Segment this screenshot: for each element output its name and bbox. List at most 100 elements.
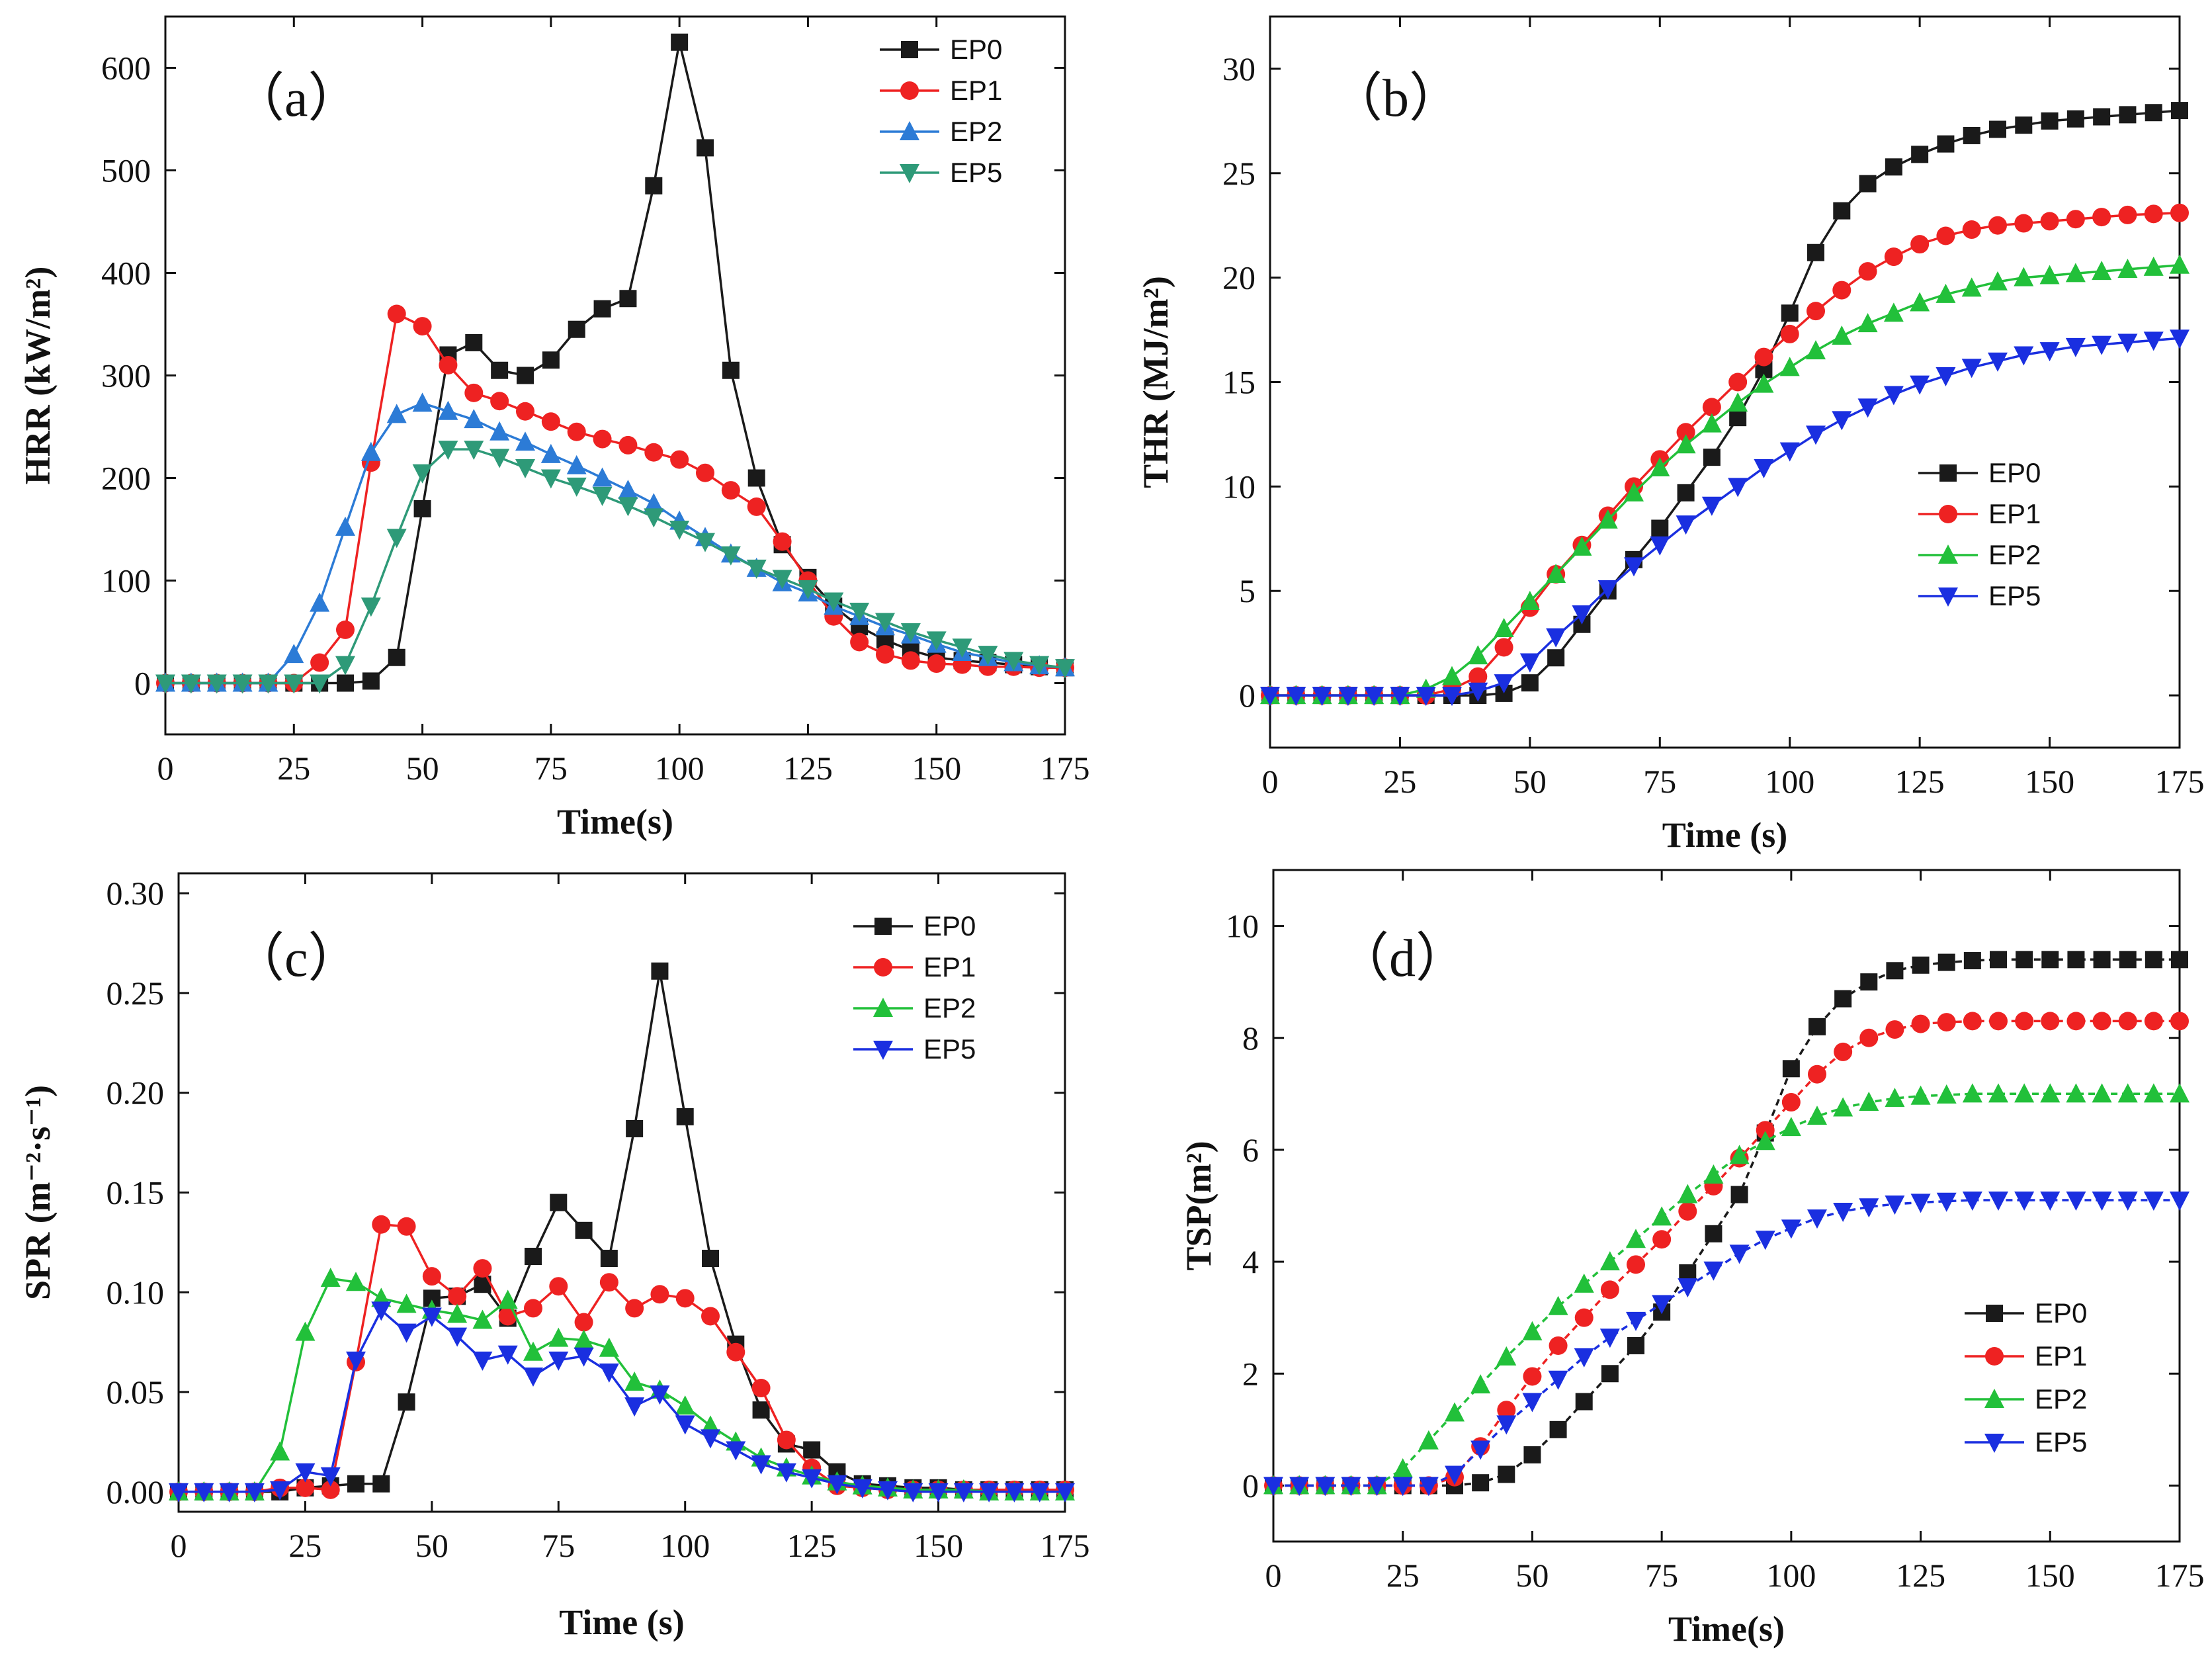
data-point-ep5 xyxy=(1289,1477,1310,1497)
data-point-ep5 xyxy=(270,1481,290,1501)
data-point-ep0 xyxy=(1911,146,1929,163)
data-point-ep0 xyxy=(372,1475,390,1493)
data-point-ep1 xyxy=(726,1342,745,1362)
data-point-ep5 xyxy=(1364,687,1384,707)
data-point-ep5 xyxy=(421,1307,442,1327)
data-point-ep0 xyxy=(1937,135,1955,153)
data-point-ep1 xyxy=(541,412,560,431)
x-tick-label: 175 xyxy=(2155,1557,2205,1594)
x-tick-label: 25 xyxy=(1383,763,1416,800)
data-point-ep5 xyxy=(772,570,792,589)
legend-marker xyxy=(901,41,918,58)
data-point-ep5 xyxy=(1676,515,1696,535)
data-point-ep2 xyxy=(497,1289,518,1309)
data-point-ep5 xyxy=(695,533,715,552)
data-point-ep2 xyxy=(1988,1083,2008,1103)
data-point-ep1 xyxy=(1549,1336,1568,1355)
data-point-ep5 xyxy=(497,1345,518,1365)
data-point-ep2 xyxy=(548,1327,569,1347)
data-point-ep2 xyxy=(1626,1229,1646,1248)
data-point-ep5 xyxy=(284,674,304,694)
data-point-ep2 xyxy=(320,1268,341,1287)
data-point-ep5 xyxy=(244,1483,265,1502)
panel-label: （a） xyxy=(232,69,361,128)
x-tick-label: 75 xyxy=(1643,763,1676,800)
data-point-ep2 xyxy=(1442,666,1462,685)
data-point-ep5 xyxy=(472,1351,493,1371)
data-point-ep2 xyxy=(1910,1085,1931,1105)
data-point-ep2 xyxy=(1470,1374,1491,1394)
legend: EP0 EP1 EP2 EP5 xyxy=(853,910,976,1065)
data-point-ep1 xyxy=(1523,1367,1542,1386)
y-tick-label: 20 xyxy=(1222,259,1255,296)
data-point-ep2 xyxy=(618,480,638,500)
data-point-ep0 xyxy=(1781,304,1799,322)
legend-label-ep0: EP0 xyxy=(1988,457,2041,488)
data-point-ep2 xyxy=(412,392,433,412)
data-point-ep5 xyxy=(1962,1192,1982,1211)
data-point-ep5 xyxy=(206,674,227,694)
data-point-ep2 xyxy=(2170,1083,2190,1103)
legend-label-ep0: EP0 xyxy=(950,34,1002,65)
data-point-ep5 xyxy=(878,1481,898,1501)
data-point-ep0 xyxy=(1808,1018,1826,1035)
data-point-ep5 xyxy=(1754,458,1774,478)
data-point-ep5 xyxy=(1885,1195,1905,1215)
data-point-ep1 xyxy=(397,1217,416,1236)
data-point-ep5 xyxy=(1807,1209,1827,1229)
series-line-ep1 xyxy=(165,312,1065,685)
data-point-ep5 xyxy=(2039,342,2060,362)
data-point-ep0 xyxy=(388,648,405,666)
x-tick-label: 25 xyxy=(288,1527,321,1564)
data-point-ep5 xyxy=(875,613,895,632)
data-point-ep1 xyxy=(721,481,740,500)
data-point-ep5 xyxy=(1367,1477,1387,1497)
data-point-ep5 xyxy=(1701,496,1722,516)
y-tick-label: 0.05 xyxy=(106,1373,165,1411)
data-point-ep1 xyxy=(310,653,329,672)
data-point-ep5 xyxy=(1392,1477,1413,1497)
data-point-ep1 xyxy=(1627,1255,1645,1274)
data-point-ep1 xyxy=(2144,204,2163,224)
data-point-ep5 xyxy=(978,646,998,666)
data-point-ep2 xyxy=(2014,1083,2035,1103)
data-point-ep5 xyxy=(953,1483,974,1502)
data-point-ep5 xyxy=(2092,1192,2112,1211)
x-tick-label: 125 xyxy=(787,1527,837,1564)
data-point-ep5 xyxy=(1988,1192,2008,1211)
series-markers-ep0 xyxy=(1261,102,2188,705)
data-point-ep2 xyxy=(2117,1083,2138,1103)
data-point-ep1 xyxy=(1652,1230,1672,1249)
data-point-ep5 xyxy=(2066,1192,2086,1211)
data-point-ep2 xyxy=(447,1303,468,1323)
data-point-ep0 xyxy=(1523,1446,1541,1463)
y-tick-label: 10 xyxy=(1222,468,1255,505)
data-point-ep0 xyxy=(593,300,611,318)
data-point-ep2 xyxy=(1807,1106,1827,1125)
data-point-ep0 xyxy=(2093,951,2111,969)
data-point-ep0 xyxy=(1705,1225,1723,1242)
y-tick-label: 400 xyxy=(101,255,151,292)
panel-label: （c） xyxy=(232,930,361,988)
data-point-ep0 xyxy=(1547,649,1565,667)
x-tick-label: 50 xyxy=(415,1527,448,1564)
series-line-ep2 xyxy=(1273,1092,2180,1487)
data-point-ep2 xyxy=(438,400,458,420)
x-tick-label: 75 xyxy=(534,750,568,787)
x-axis-title: Time(s) xyxy=(1668,1609,1785,1649)
y-tick-label: 200 xyxy=(101,460,151,497)
y-tick-label: 500 xyxy=(101,152,151,189)
data-point-ep5 xyxy=(2170,1192,2190,1211)
series-markers-ep5 xyxy=(155,441,1075,694)
data-point-ep2 xyxy=(1728,392,1748,412)
data-point-ep1 xyxy=(1574,1308,1594,1327)
data-point-ep0 xyxy=(1730,1186,1748,1203)
x-tick-label: 150 xyxy=(912,750,961,787)
data-point-ep5 xyxy=(335,656,355,675)
data-point-ep0 xyxy=(362,672,380,690)
data-point-ep2 xyxy=(1910,292,1930,312)
data-point-ep0 xyxy=(1885,158,1902,176)
data-point-ep5 xyxy=(1341,1477,1361,1497)
data-point-ep5 xyxy=(592,486,613,506)
data-point-ep0 xyxy=(1963,126,1980,144)
